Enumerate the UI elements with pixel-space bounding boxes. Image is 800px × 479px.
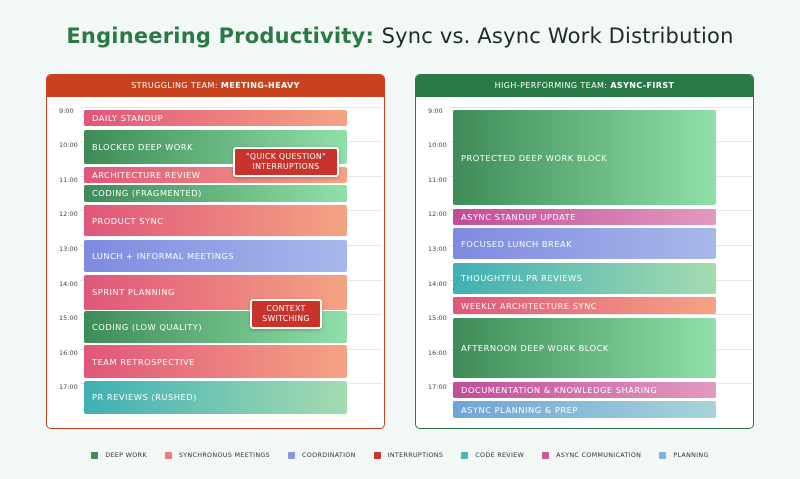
- legend-label: ASYNC COMMUNICATION: [556, 451, 642, 459]
- right-header-bold: ASYNC-FIRST: [610, 81, 675, 90]
- gridline: [449, 314, 751, 316]
- hour-label: 16:00: [59, 348, 78, 357]
- schedule-block-coord: FOCUSED LUNCH BREAK: [453, 228, 716, 260]
- legend-item: SYNCHRONOUS MEETINGS: [164, 449, 271, 461]
- hour-label: 9:00: [428, 106, 443, 115]
- hour-label: 13:00: [428, 244, 447, 253]
- hour-label: 13:00: [59, 244, 78, 253]
- callout-line-1: CONTEXT: [266, 304, 306, 313]
- legend: DEEP WORK SYNCHRONOUS MEETINGS COORDINATIO…: [0, 449, 800, 461]
- legend-swatch: [461, 451, 469, 459]
- hour-label: 14:00: [59, 279, 78, 288]
- schedule-block-review: THOUGHTFUL PR REVIEWS: [453, 262, 716, 295]
- legend-item: DEEP WORK: [91, 449, 147, 461]
- hour-label: 15:00: [59, 314, 78, 323]
- hour-label: 14:00: [428, 279, 447, 288]
- schedule-block-deep: AFTERNOON DEEP WORK BLOCK: [453, 317, 716, 379]
- schedule-block-review: PR REVIEWS (RUSHED): [84, 380, 347, 414]
- page-title: Engineering Productivity: Sync vs. Async…: [0, 24, 800, 48]
- hour-label: 17:00: [59, 383, 78, 392]
- legend-item: CODE REVIEW: [461, 449, 524, 461]
- callout-line-2: SWITCHING: [262, 314, 310, 323]
- schedule-block-plan: ASYNC PLANNING & PREP: [453, 401, 716, 418]
- left-header-bold: MEETING-HEAVY: [220, 81, 300, 90]
- hour-label: 10:00: [428, 141, 447, 150]
- hour-label: 9:00: [59, 106, 74, 115]
- hour-label: 17:00: [428, 383, 447, 392]
- legend-item: ASYNC COMMUNICATION: [542, 449, 641, 461]
- callout-line-2: INTERRUPTIONS: [252, 162, 320, 171]
- schedule-block-sync: TEAM RETROSPECTIVE: [84, 345, 347, 379]
- legend-label: INTERRUPTIONS: [387, 451, 444, 459]
- gridline: [80, 106, 382, 108]
- schedule-block-deep: PROTECTED DEEP WORK BLOCK: [453, 109, 716, 206]
- hour-label: 11:00: [59, 175, 78, 184]
- hour-label: 11:00: [428, 175, 447, 184]
- schedule-block-sync: DAILY STANDUP: [84, 109, 347, 126]
- left-panel: STRUGGLING TEAM: MEETING-HEAVY 9:00 10:00…: [46, 74, 385, 429]
- legend-item: PLANNING: [659, 449, 709, 461]
- title-highlight: Engineering Productivity:: [66, 24, 375, 48]
- legend-label: CODE REVIEW: [475, 451, 525, 459]
- hour-label: 12:00: [59, 210, 78, 219]
- hour-gridline: 15:00: [416, 314, 753, 322]
- legend-swatch: [373, 451, 381, 459]
- left-panel-header: STRUGGLING TEAM: MEETING-HEAVY: [47, 75, 384, 97]
- legend-swatch: [288, 451, 296, 459]
- hour-gridline: 9:00: [416, 106, 753, 115]
- schedule-block-coord: LUNCH + INFORMAL MEETINGS: [84, 239, 347, 272]
- interruption-callout: "QUICK QUESTION" INTERRUPTIONS: [233, 147, 339, 177]
- left-timeline: 9:00 10:00 11:00 12:00 13:00 14:00 15:00 16:00 1…: [47, 97, 384, 428]
- right-header-prefix: HIGH-PERFORMING TEAM:: [494, 81, 608, 90]
- right-panel: HIGH-PERFORMING TEAM: ASYNC-FIRST 9:00 10…: [415, 74, 754, 429]
- title-rest: Sync vs. Async Work Distribution: [381, 24, 734, 48]
- legend-label: DEEP WORK: [105, 451, 147, 459]
- right-timeline: 9:00 10:00 11:00 12:00 13:00 14:00 15:00 16:00 1…: [416, 97, 753, 428]
- legend-swatch: [164, 451, 172, 459]
- callout-line-1: "QUICK QUESTION": [246, 152, 326, 161]
- schedule-block-async: DOCUMENTATION & KNOWLEDGE SHARING: [453, 381, 716, 398]
- interruption-callout: CONTEXT SWITCHING: [250, 299, 322, 329]
- gridline: [449, 106, 751, 108]
- legend-item: COORDINATION: [288, 449, 356, 461]
- legend-swatch: [91, 451, 99, 459]
- legend-swatch: [542, 451, 550, 459]
- hour-label: 15:00: [428, 314, 447, 323]
- hour-gridline: 9:00: [47, 106, 384, 115]
- hour-label: 10:00: [59, 141, 78, 150]
- legend-label: COORDINATION: [302, 451, 356, 459]
- schedule-block-deep: CODING (FRAGMENTED): [84, 185, 347, 202]
- legend-swatch: [659, 451, 667, 459]
- right-panel-header: HIGH-PERFORMING TEAM: ASYNC-FIRST: [416, 75, 753, 97]
- schedule-block-sync: PRODUCT SYNC: [84, 205, 347, 237]
- legend-label: PLANNING: [673, 451, 709, 459]
- legend-item: INTERRUPTIONS: [373, 449, 444, 461]
- legend-label: SYNCHRONOUS MEETINGS: [178, 451, 271, 459]
- left-header-prefix: STRUGGLING TEAM:: [131, 81, 218, 90]
- schedule-block-sync: WEEKLY ARCHITECTURE SYNC: [453, 297, 716, 315]
- hour-label: 12:00: [428, 210, 447, 219]
- schedule-block-async: ASYNC STANDUP UPDATE: [453, 208, 716, 225]
- hour-label: 16:00: [428, 348, 447, 357]
